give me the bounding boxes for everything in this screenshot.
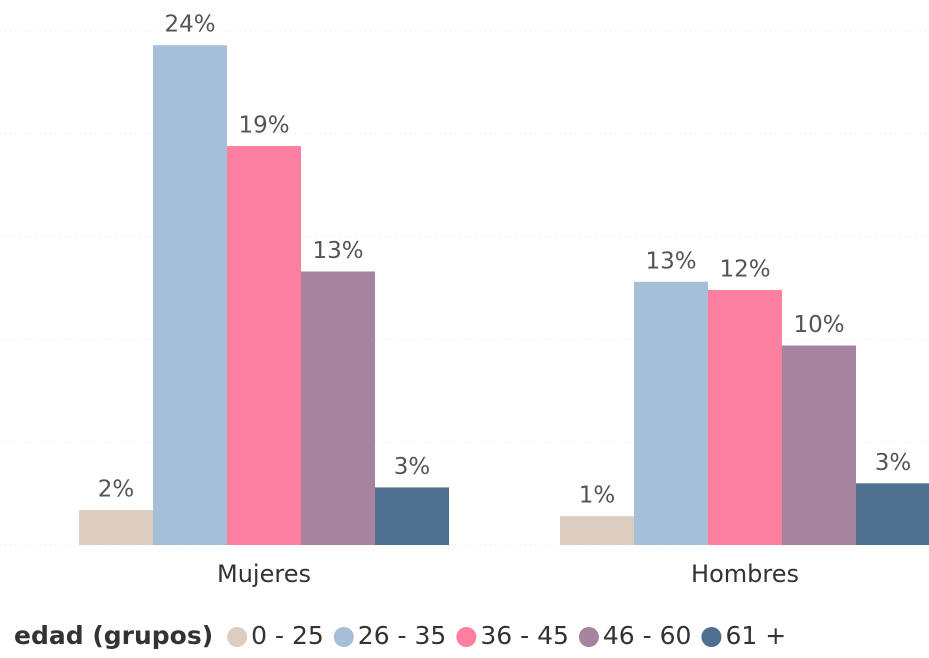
data-label: 1% <box>579 483 616 509</box>
legend-marker <box>701 627 722 647</box>
bar <box>227 146 301 546</box>
legend-marker <box>456 627 477 647</box>
data-label: 3% <box>875 450 912 476</box>
legend-label: 26 - 35 <box>358 621 447 650</box>
data-label: 12% <box>719 256 770 282</box>
data-label: 13% <box>312 238 363 264</box>
legend-marker <box>578 627 599 647</box>
legend-label: 36 - 45 <box>480 621 569 650</box>
bar <box>301 271 375 545</box>
data-label: 3% <box>394 454 431 480</box>
data-label: 13% <box>645 248 696 274</box>
legend-title: edad (grupos) <box>14 621 213 650</box>
legend-label: 46 - 60 <box>603 621 692 650</box>
bar <box>856 483 929 545</box>
bar <box>153 45 227 546</box>
legend-marker <box>333 627 354 647</box>
x-tick-label: Mujeres <box>217 560 311 588</box>
bar <box>560 516 634 545</box>
data-label: 24% <box>164 12 215 38</box>
legend-label: 0 - 25 <box>251 621 324 650</box>
legend-label: 61 + <box>725 621 786 650</box>
bar <box>375 487 449 545</box>
data-label: 10% <box>793 312 844 338</box>
x-tick-label: Hombres <box>691 560 799 588</box>
bar <box>634 281 708 545</box>
bar <box>782 345 856 545</box>
bar <box>79 510 153 545</box>
legend-marker <box>227 627 248 647</box>
data-label: 19% <box>238 113 289 139</box>
bar <box>708 289 782 545</box>
data-label: 2% <box>98 477 135 503</box>
